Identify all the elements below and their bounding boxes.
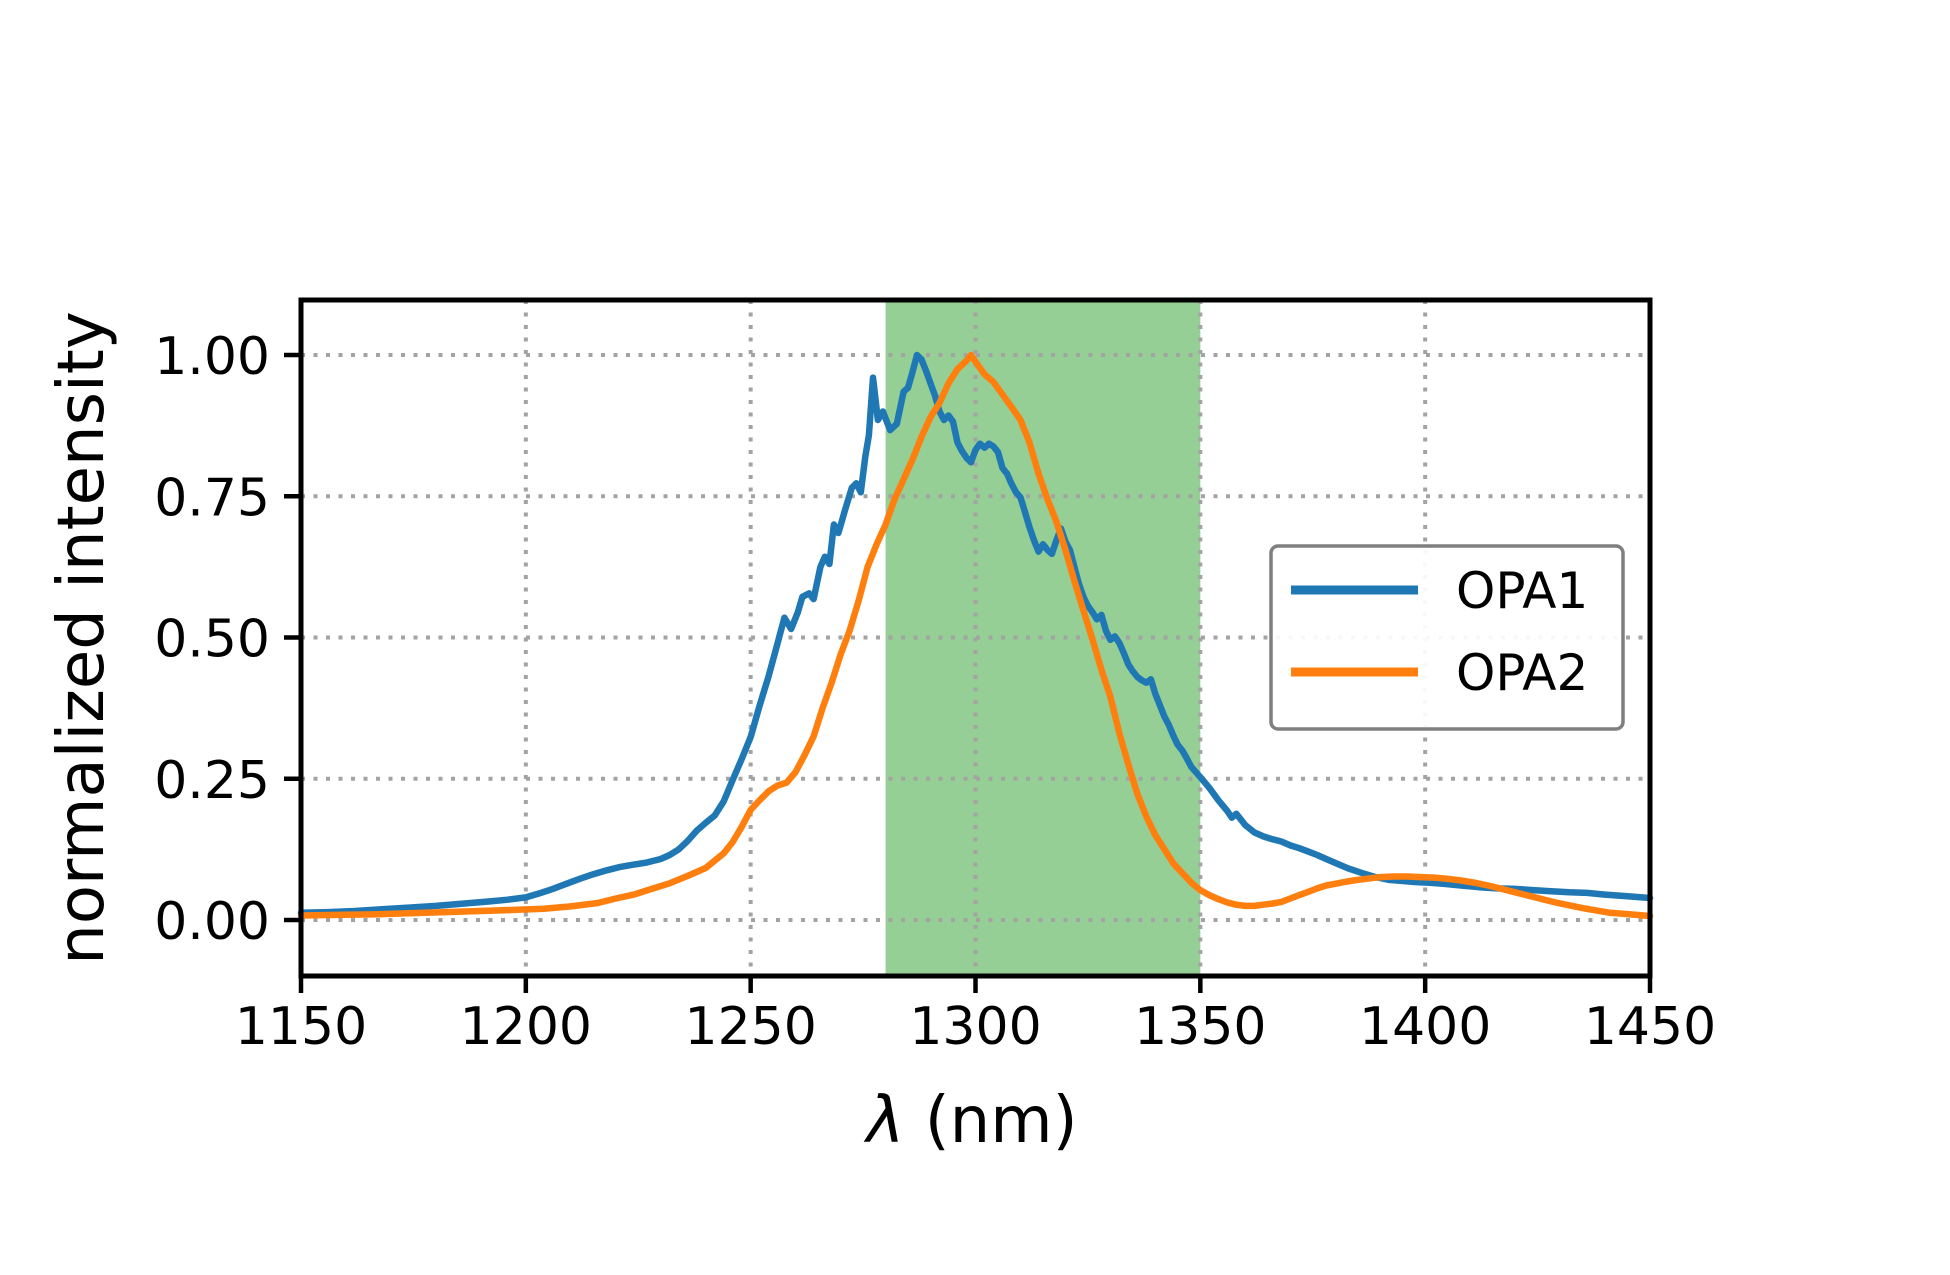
x-axis-label-symbol: λ xyxy=(863,1084,904,1158)
y-tick-label-0.75: 0.75 xyxy=(154,468,270,528)
y-tick-label-0.25: 0.25 xyxy=(154,751,270,811)
opa2-curve xyxy=(297,351,1654,920)
legend-label-opa2: OPA2 xyxy=(1456,644,1588,702)
series-layer xyxy=(297,351,1654,920)
x-tick-label-1450: 1450 xyxy=(1584,997,1716,1057)
y-tick-label-1.00: 1.00 xyxy=(154,327,270,387)
x-tick-label-1250: 1250 xyxy=(684,997,816,1057)
grid-layer xyxy=(301,300,1650,976)
legend: OPA1 OPA2 xyxy=(1269,544,1625,731)
x-axis-label-unit: (nm) xyxy=(904,1084,1077,1158)
y-axis-label: normalized intensity xyxy=(45,311,119,964)
x-axis-label: λ (nm) xyxy=(863,1084,1077,1158)
x-tick-label-1350: 1350 xyxy=(1134,997,1266,1057)
y-tick-label-0.50: 0.50 xyxy=(154,610,270,670)
x-tick-label-1400: 1400 xyxy=(1359,997,1491,1057)
opa1-curve xyxy=(297,351,1654,916)
y-tick-label-0.00: 0.00 xyxy=(154,892,270,952)
x-tick-label-1200: 1200 xyxy=(460,997,592,1057)
legend-label-opa1: OPA1 xyxy=(1456,562,1588,620)
x-tick-label-1300: 1300 xyxy=(909,997,1041,1057)
tick-layer: 1150 1200 1250 1300 1350 1400 1450 0.00 0.25 0.50… xyxy=(154,327,1716,1057)
x-tick-label-1150: 1150 xyxy=(235,997,367,1057)
